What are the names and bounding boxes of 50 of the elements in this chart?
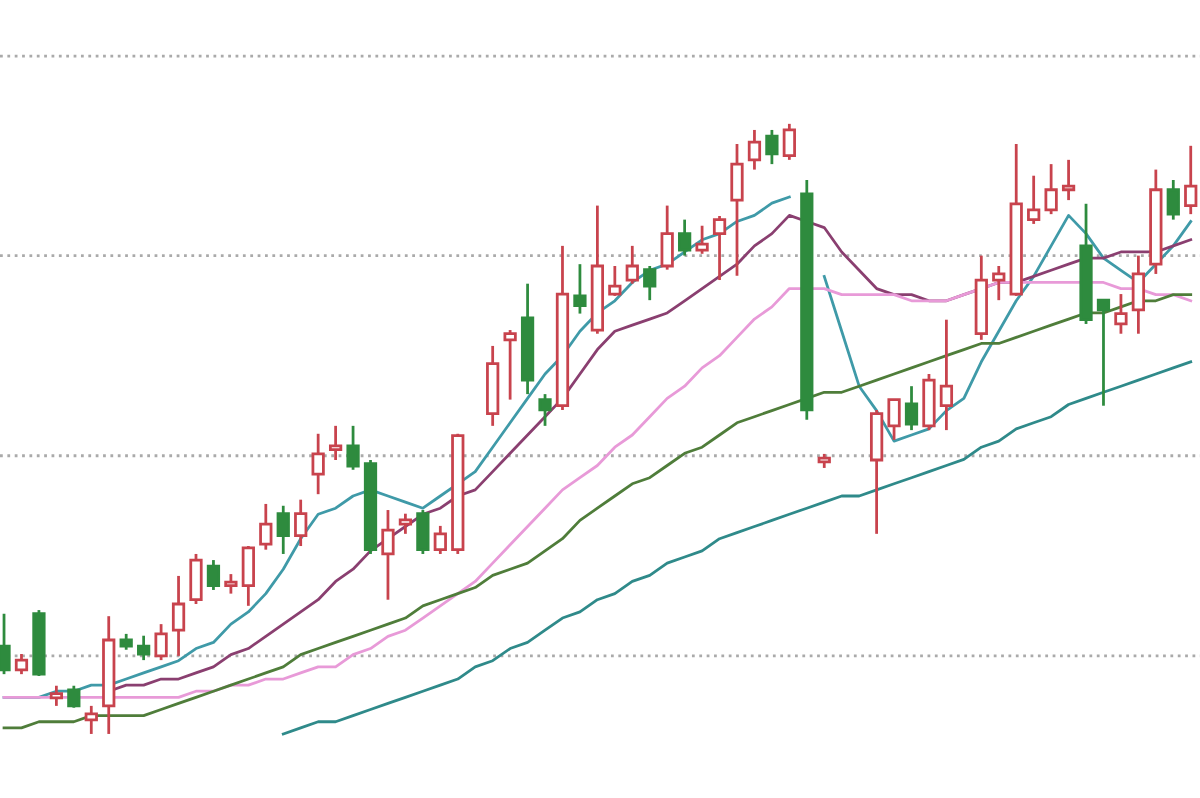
candlestick — [538, 392, 552, 428]
candlestick — [433, 524, 447, 556]
candlestick — [625, 244, 639, 286]
candlestick — [712, 214, 727, 282]
candlestick — [154, 622, 168, 662]
candlestick — [189, 552, 203, 606]
candlestick — [84, 704, 98, 736]
candlestick — [1061, 158, 1076, 202]
candlestick — [695, 224, 709, 256]
candlestick — [171, 574, 186, 658]
candlestick — [398, 512, 413, 536]
candlestick — [0, 612, 11, 676]
candlestick — [765, 128, 779, 166]
candlestick — [67, 684, 81, 710]
candlestick — [992, 264, 1006, 302]
candlestick — [782, 122, 796, 162]
candlestick — [660, 204, 674, 272]
candlestick — [1114, 292, 1128, 336]
candlestick — [1044, 162, 1058, 216]
candlestick — [328, 424, 343, 462]
candlestick — [14, 652, 29, 676]
candlestick — [346, 424, 360, 472]
candlestick — [939, 318, 954, 432]
candlestick — [276, 504, 290, 556]
candlestick — [747, 128, 762, 171]
candlestick — [573, 262, 587, 315]
candlestick — [643, 264, 657, 302]
candlestick — [311, 432, 325, 496]
candlestick — [1027, 174, 1041, 226]
candlestick — [608, 264, 622, 298]
candlestick — [869, 408, 884, 536]
candlestick — [678, 218, 692, 258]
candlestick — [503, 328, 517, 401]
candlestick — [922, 372, 936, 432]
candlestick — [259, 502, 273, 552]
candlestick — [137, 634, 151, 662]
candlestick — [381, 508, 395, 602]
candlestick — [887, 398, 901, 442]
candlestick — [1184, 144, 1198, 216]
candlestick — [206, 558, 221, 592]
candlestick — [49, 684, 64, 708]
candlestick — [241, 544, 255, 608]
candlestick — [294, 498, 308, 548]
candlestick — [904, 384, 919, 432]
candlestick — [416, 508, 430, 556]
candlestick — [730, 142, 744, 278]
candlestick — [1096, 298, 1111, 408]
candlestick — [224, 572, 238, 596]
candlestick — [1131, 254, 1146, 336]
candlestick — [1166, 178, 1180, 222]
